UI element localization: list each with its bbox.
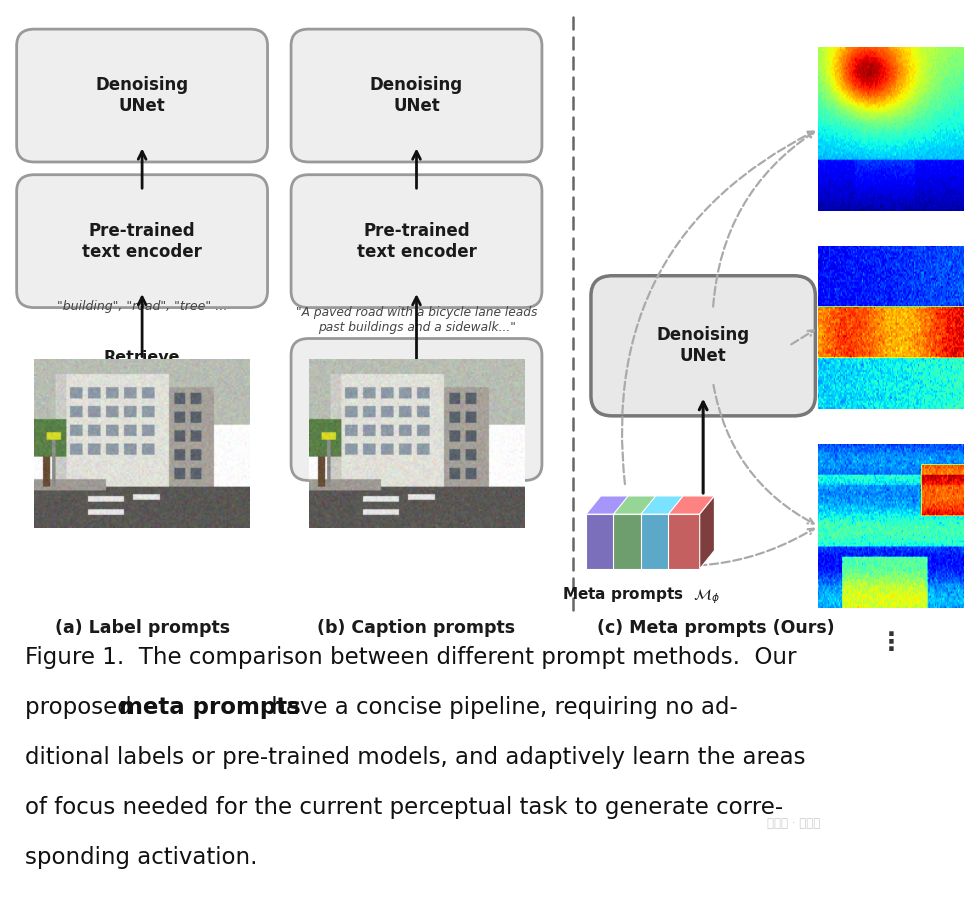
Text: Meta prompts  $\mathcal{M}_{\phi}$: Meta prompts $\mathcal{M}_{\phi}$ [562, 585, 719, 606]
Text: meta prompts: meta prompts [119, 696, 300, 719]
Text: Pre-trained
text encoder: Pre-trained text encoder [82, 222, 202, 260]
Polygon shape [672, 496, 687, 569]
Polygon shape [586, 496, 632, 514]
FancyBboxPatch shape [591, 276, 815, 416]
Text: Denoising
UNet: Denoising UNet [95, 76, 189, 115]
Text: ditional labels or pre-trained models, and adaptively learn the areas: ditional labels or pre-trained models, a… [24, 746, 805, 769]
Polygon shape [668, 514, 700, 569]
Polygon shape [617, 496, 632, 569]
Text: of focus needed for the current perceptual task to generate corre-: of focus needed for the current perceptu… [24, 796, 783, 819]
Text: (c) Meta prompts (Ours): (c) Meta prompts (Ours) [597, 619, 834, 637]
Text: sponding activation.: sponding activation. [24, 846, 257, 869]
Text: Denoising
UNet: Denoising UNet [369, 76, 464, 115]
Polygon shape [586, 514, 617, 569]
Text: proposed: proposed [24, 696, 138, 719]
Text: "A paved road with a bicycle lane leads
past buildings and a sidewalk...": "A paved road with a bicycle lane leads … [296, 306, 537, 334]
Text: Pre-trained
text encoder: Pre-trained text encoder [357, 222, 476, 260]
Text: "building", "road", "tree" …: "building", "road", "tree" … [57, 300, 227, 313]
Text: 公众号 · 新智元: 公众号 · 新智元 [767, 817, 820, 830]
Polygon shape [613, 496, 660, 514]
FancyBboxPatch shape [291, 29, 542, 162]
Polygon shape [613, 514, 645, 569]
Polygon shape [645, 496, 660, 569]
FancyBboxPatch shape [17, 175, 268, 308]
Text: Retrieve
category labels: Retrieve category labels [73, 350, 212, 383]
Text: (a) Label prompts: (a) Label prompts [55, 619, 229, 637]
Text: Denoising
UNet: Denoising UNet [657, 327, 750, 365]
FancyBboxPatch shape [291, 175, 542, 308]
Polygon shape [700, 496, 714, 569]
FancyBboxPatch shape [17, 29, 268, 162]
Polygon shape [668, 496, 714, 514]
Text: Pre-trained
captioning
model: Pre-trained captioning model [365, 385, 468, 434]
Polygon shape [641, 496, 687, 514]
Text: ⋮: ⋮ [878, 631, 904, 654]
Text: Figure 1.  The comparison between different prompt methods.  Our: Figure 1. The comparison between differe… [24, 646, 796, 669]
FancyBboxPatch shape [291, 339, 542, 480]
Text: have a concise pipeline, requiring no ad-: have a concise pipeline, requiring no ad… [264, 696, 737, 719]
Text: (b) Caption prompts: (b) Caption prompts [318, 619, 515, 637]
Polygon shape [641, 514, 672, 569]
